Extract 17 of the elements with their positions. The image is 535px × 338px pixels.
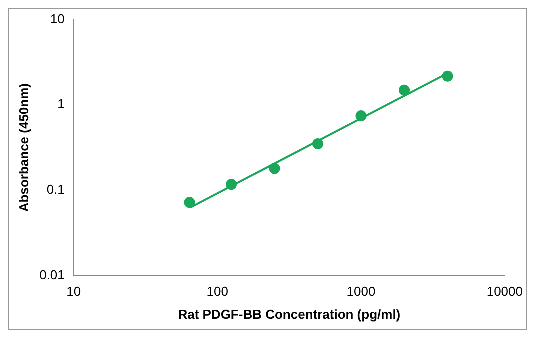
x-tick-label: 10000 xyxy=(486,284,524,300)
y-tick-label: 1 xyxy=(58,96,65,112)
point xyxy=(312,138,324,150)
point xyxy=(442,70,454,82)
x-tick-label: 100 xyxy=(206,284,228,300)
point xyxy=(226,179,237,190)
point xyxy=(184,197,196,208)
y-tick-label: 0.1 xyxy=(46,182,65,198)
point xyxy=(269,163,280,174)
x-axis-title: Rat PDGF-BB Concentration (pg/ml) xyxy=(178,306,401,322)
x-tick-label: 1000 xyxy=(346,284,376,300)
y-axis-title: Absorbance (450nm) xyxy=(16,84,32,212)
y-tick-label: 0.01 xyxy=(40,267,65,282)
x-tick-label: 10 xyxy=(66,284,82,300)
y-tick-label: 10 xyxy=(50,11,65,26)
point xyxy=(356,110,367,122)
point xyxy=(399,84,410,96)
